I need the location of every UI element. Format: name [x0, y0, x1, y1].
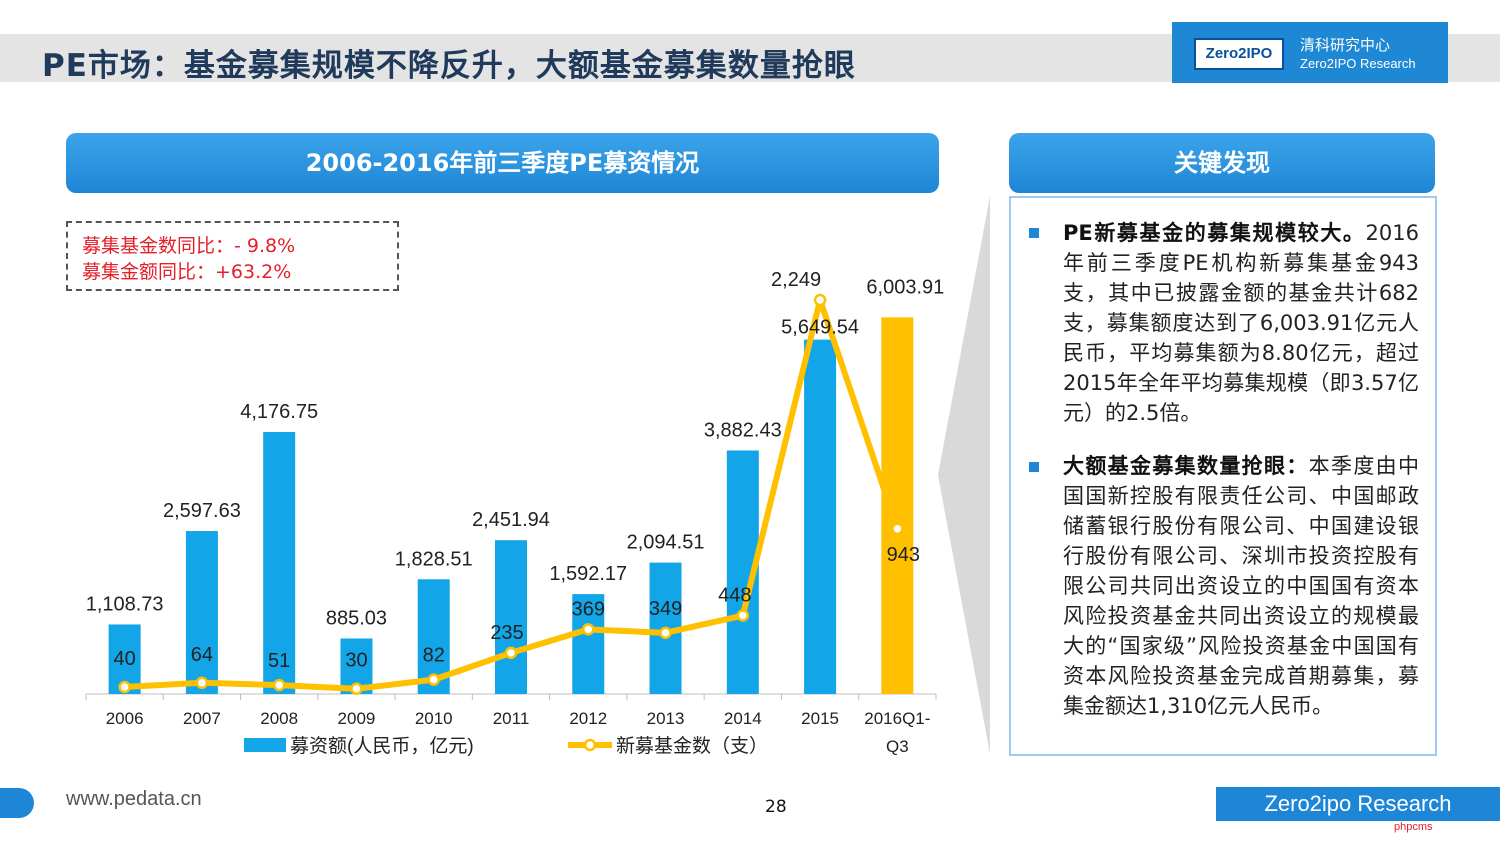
line-point — [736, 609, 750, 622]
footer-mark — [0, 788, 34, 818]
footer-brand: Zero2ipo Research — [1216, 787, 1500, 821]
x-tick-label: 2012 — [569, 709, 607, 728]
x-tick-label: 2007 — [183, 709, 221, 728]
line-point — [350, 682, 363, 695]
legend-label-line: 新募基金数（支） — [616, 735, 768, 757]
chart-panel-title: 2006-2016年前三季度PE募资情况 — [66, 133, 939, 193]
bar-value-label: 2,094.51 — [627, 532, 705, 554]
fundraising-chart: 2006 2007 2008 2009 2010 2011 2012 2013 2014 2015… — [85, 269, 944, 757]
key-findings-title: 关键发现 — [1009, 133, 1435, 193]
bar — [495, 540, 527, 694]
finding-1: PE新募基金的募集规模较大。2016年前三季度PE机构新募集基金943支，其中已… — [1063, 218, 1419, 428]
yoy-box: 募集基金数同比：- 9.8% 募集金额同比：+63.2% — [66, 221, 399, 291]
line-point — [659, 626, 672, 640]
x-tick-label: 2016Q1- — [864, 709, 930, 728]
line-value-label: 30 — [345, 650, 367, 672]
finding-2-text: 本季度由中国国新控股有限责任公司、中国邮政储蓄银行股份有限公司、中国建设银行股份… — [1063, 454, 1420, 718]
line-point — [427, 673, 440, 686]
line-point — [195, 676, 209, 690]
bar — [185, 531, 218, 694]
finding-2: 大额基金募集数量抢眼：本季度由中国国新控股有限责任公司、中国邮政储蓄银行股份有限… — [1063, 451, 1419, 721]
legend-label-bar: 募资额(人民币，亿元) — [290, 735, 474, 757]
key-findings-box: PE新募基金的募集规模较大。2016年前三季度PE机构新募集基金943支，其中已… — [1009, 196, 1437, 756]
legend-swatch-point — [583, 738, 597, 752]
footer-url[interactable]: www.pedata.cn — [66, 788, 202, 810]
x-tick-label: 2015 — [801, 709, 839, 728]
logo-en-text: Zero2IPO Research — [1300, 56, 1416, 71]
line-value-label: 349 — [649, 598, 682, 620]
line-point — [891, 522, 904, 536]
line-value-label: 51 — [268, 650, 290, 672]
line-point — [582, 623, 595, 636]
x-tick-label: 2010 — [415, 709, 453, 728]
bullet-icon — [1029, 228, 1039, 238]
logo-cn-text: 清科研究中心 — [1300, 36, 1391, 54]
callout-arrow — [938, 196, 990, 754]
page-title: PE市场：基金募集规模不降反升，大额基金募集数量抢眼 — [42, 48, 856, 84]
line-value-label: 943 — [887, 544, 920, 566]
legend-swatch-bar — [244, 738, 286, 752]
x-tick-label: 2009 — [338, 709, 376, 728]
x-tick-label: 2013 — [647, 709, 685, 728]
bar-value-label: 1,592.17 — [549, 563, 627, 585]
line-point — [504, 646, 518, 660]
bar — [804, 339, 837, 694]
line-point — [118, 680, 131, 694]
line-point — [272, 678, 286, 692]
x-tick-label: 2008 — [260, 709, 298, 728]
bar-value-label: 2,597.63 — [163, 500, 241, 522]
logo-mark: Zero2IPO — [1194, 38, 1284, 70]
x-tick-label: Q3 — [886, 737, 909, 756]
bar-value-label: 1,108.73 — [86, 593, 164, 615]
bullet-icon — [1029, 462, 1039, 472]
x-tick-label: 2014 — [724, 709, 762, 728]
x-tick-label: 2011 — [493, 709, 530, 728]
yoy-fund-count: 募集基金数同比：- 9.8% — [82, 235, 296, 257]
line-value-label: 40 — [114, 648, 136, 670]
line-value-label: 2,249 — [771, 269, 821, 291]
bar — [572, 594, 605, 694]
bar-value-label: 6,003.91 — [866, 276, 944, 298]
footer-tag: phpcms — [1394, 821, 1433, 833]
finding-1-heading: PE新募基金的募集规模较大。 — [1063, 221, 1366, 245]
bar-value-label: 1,828.51 — [395, 548, 473, 570]
line-point — [813, 293, 827, 307]
line-value-label: 235 — [490, 622, 523, 644]
line-value-label: 369 — [572, 598, 605, 620]
yoy-fund-amount: 募集金额同比：+63.2% — [82, 261, 292, 283]
bar-value-label: 5,649.54 — [781, 317, 859, 339]
bar — [263, 432, 296, 694]
line-value-label: 82 — [423, 645, 445, 667]
bar-value-label: 885.03 — [326, 607, 387, 629]
line-value-label: 448 — [718, 585, 751, 607]
logo: Zero2IPO 清科研究中心 Zero2IPO Research — [1172, 22, 1448, 83]
bar-value-label: 3,882.43 — [704, 419, 782, 441]
finding-2-heading: 大额基金募集数量抢眼： — [1063, 454, 1309, 478]
bar-value-label: 2,451.94 — [472, 509, 550, 531]
line-value-label: 64 — [191, 644, 213, 666]
bar-value-label: 4,176.75 — [240, 401, 318, 423]
x-tick-label: 2006 — [106, 709, 144, 728]
finding-1-text: 2016年前三季度PE机构新募集基金943支，其中已披露金额的基金共计682支，… — [1063, 221, 1419, 425]
bar — [881, 317, 914, 694]
page-number: 28 — [765, 797, 787, 817]
